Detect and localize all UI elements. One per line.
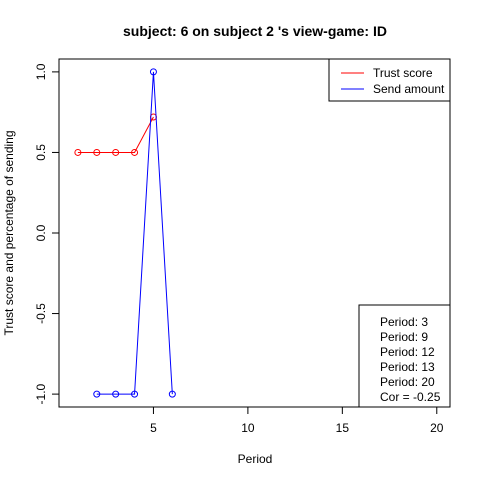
y-tick-label: 0.5 [34, 144, 48, 161]
x-tick-label: 10 [241, 421, 255, 435]
info-box-frame [358, 304, 451, 408]
info-line: Cor = -0.25 [380, 390, 441, 404]
data-point-send-amount [149, 68, 157, 76]
legend-label-send-amount: Send amount [373, 82, 445, 96]
data-point-trust-score [74, 148, 82, 156]
x-tick-label: 20 [430, 421, 444, 435]
data-point-send-amount [131, 390, 139, 398]
info-line: Period: 13 [380, 360, 435, 374]
data-point-trust-score [131, 148, 139, 156]
info-line: Period: 3 [380, 315, 428, 329]
x-axis-label: Period [238, 452, 273, 466]
info-line: Period: 9 [380, 330, 428, 344]
chart-title: subject: 6 on subject 2 's view-game: ID [123, 23, 387, 39]
data-point-send-amount [168, 390, 176, 398]
x-axis: 5 10 15 20 [150, 407, 444, 435]
series-line-send-amount [96, 71, 173, 395]
y-axis: -1.0 -0.5 0.0 0.5 1.0 [34, 63, 59, 404]
info-line: Period: 12 [380, 345, 435, 359]
legend-label-trust-score: Trust score [373, 66, 433, 80]
data-point-send-amount [112, 390, 120, 398]
data-point-trust-score [112, 148, 120, 156]
x-tick-label: 5 [150, 421, 157, 435]
data-point-trust-score [93, 148, 101, 156]
series-line-trust-score [77, 116, 154, 153]
legend-box [328, 58, 451, 102]
series-layer [74, 68, 176, 398]
legend: Trust score Send amount [328, 58, 451, 102]
y-axis-label: Trust score and percentage of sending [2, 130, 16, 335]
info-box: Period: 3 Period: 9 Period: 12 Period: 1… [358, 304, 451, 408]
y-tick-label: -1.0 [34, 383, 48, 404]
y-tick-label: -0.5 [34, 303, 48, 324]
y-tick-label: 1.0 [34, 63, 48, 80]
info-line: Period: 20 [380, 375, 435, 389]
data-point-send-amount [93, 390, 101, 398]
x-tick-label: 15 [336, 421, 350, 435]
y-tick-label: 0.0 [34, 224, 48, 241]
